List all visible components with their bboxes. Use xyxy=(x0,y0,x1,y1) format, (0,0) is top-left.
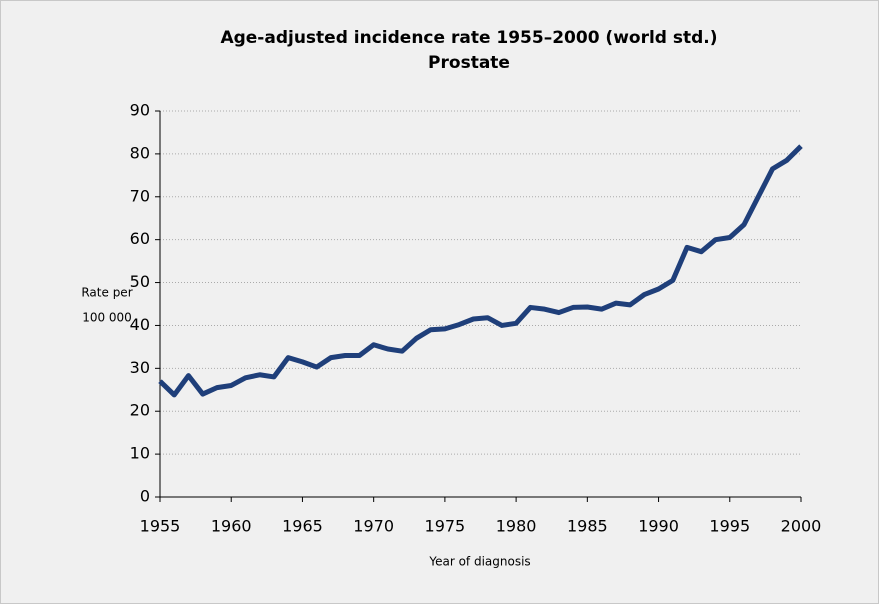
x-tick-label: 1960 xyxy=(211,517,252,536)
chart-subtitle: Prostate xyxy=(428,53,510,73)
x-tick-label: 1985 xyxy=(567,517,608,536)
y-tick-label: 30 xyxy=(130,358,150,377)
y-tick-label: 10 xyxy=(130,444,150,463)
y-axis-label: 100 000 xyxy=(82,311,132,325)
x-axis-label: Year of diagnosis xyxy=(428,555,530,569)
y-tick-label: 70 xyxy=(130,186,150,205)
y-tick-label: 20 xyxy=(130,401,150,420)
x-tick-label: 1980 xyxy=(496,517,537,536)
x-tick-label: 1975 xyxy=(425,517,466,536)
x-tick-label: 1990 xyxy=(638,517,679,536)
y-tick-label: 80 xyxy=(130,143,150,162)
y-tick-label: 50 xyxy=(130,272,150,291)
x-tick-label: 2000 xyxy=(781,517,822,536)
y-tick-label: 0 xyxy=(140,487,150,506)
x-tick-label: 1970 xyxy=(353,517,394,536)
x-tick-label: 1995 xyxy=(709,517,750,536)
data-line xyxy=(158,144,803,398)
y-tick-label: 40 xyxy=(130,315,150,334)
x-tick-label: 1965 xyxy=(282,517,323,536)
y-tick-label: 90 xyxy=(130,101,150,120)
x-tick-label: 1955 xyxy=(140,517,181,536)
chart-title: Age-adjusted incidence rate 1955–2000 (w… xyxy=(220,28,717,48)
y-axis-label: Rate per xyxy=(81,286,132,300)
y-tick-label: 60 xyxy=(130,229,150,248)
